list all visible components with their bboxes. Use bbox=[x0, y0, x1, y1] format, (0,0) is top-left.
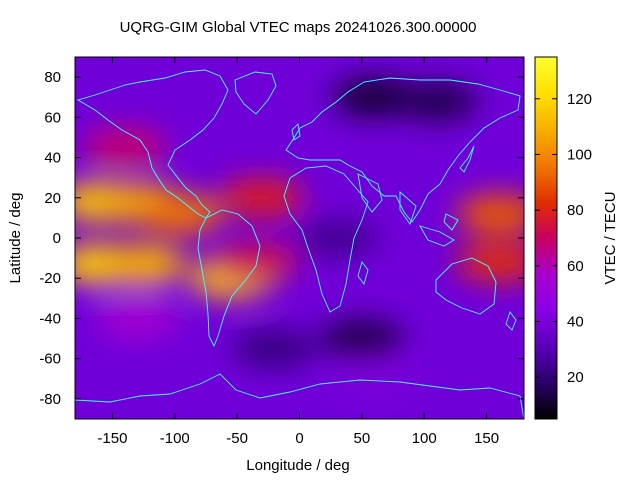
y-tick-label: -80 bbox=[39, 391, 61, 408]
colorbar-tick-label: 60 bbox=[567, 258, 584, 275]
chart-title: UQRG-GIM Global VTEC maps 20241026.300.0… bbox=[120, 19, 477, 36]
vtec-features bbox=[75, 77, 524, 399]
colorbar-ticks: 20 40 60 80 100 120 bbox=[535, 91, 592, 386]
colorbar-tick-label: 100 bbox=[567, 146, 592, 163]
colorbar bbox=[534, 56, 558, 420]
y-tick-label: 40 bbox=[44, 150, 61, 167]
x-tick-label: 0 bbox=[295, 430, 303, 447]
vtec-feature-west-pacific-crest bbox=[457, 193, 524, 234]
vtec-feature-southeast-pacific-high bbox=[95, 298, 180, 339]
y-tick-label: 80 bbox=[44, 69, 61, 86]
x-tick-label: -100 bbox=[160, 430, 190, 447]
y-tick-label: 0 bbox=[53, 230, 61, 247]
colorbar-tick-label: 40 bbox=[567, 314, 584, 331]
y-tick-label: 60 bbox=[44, 109, 61, 126]
vtec-feature-east-pacific-band bbox=[139, 193, 224, 234]
y-tick-label: 20 bbox=[44, 190, 61, 207]
x-tick-label: -150 bbox=[97, 430, 127, 447]
vtec-feature-central-pacific-south bbox=[101, 244, 186, 285]
heatmap-area bbox=[75, 57, 524, 419]
colorbar-tick-label: 80 bbox=[567, 202, 584, 219]
vtec-feature-indian-ocean-south bbox=[319, 318, 404, 359]
y-axis-label: Latitude / deg bbox=[7, 193, 24, 284]
vtec-feature-atlantic-north-band bbox=[220, 177, 305, 218]
colorbar-tick-label: 120 bbox=[567, 91, 592, 108]
y-tick-label: -60 bbox=[39, 351, 61, 368]
colorbar-tick-label: 20 bbox=[567, 369, 584, 386]
y-tick-label: -20 bbox=[39, 270, 61, 287]
y-axis-ticks: -80 -60 -40 -20 0 20 40 60 80 bbox=[39, 69, 524, 408]
x-tick-label: 100 bbox=[412, 430, 437, 447]
x-tick-label: 150 bbox=[474, 430, 499, 447]
x-axis-label: Longitude / deg bbox=[246, 457, 349, 474]
vtec-feature-antarctic-band bbox=[332, 358, 417, 399]
vtec-feature-north-pacific-mid bbox=[82, 127, 167, 168]
vtec-feature-africa-night bbox=[294, 218, 379, 258]
vtec-feature-east-siberia-low bbox=[394, 81, 479, 122]
colorbar-label: VTEC / TECU bbox=[602, 191, 619, 284]
vtec-feature-west-pacific-south bbox=[457, 242, 524, 283]
x-tick-label: -50 bbox=[226, 430, 248, 447]
vtec-feature-south-atlantic-dip bbox=[232, 328, 317, 369]
y-tick-label: -40 bbox=[39, 310, 61, 327]
vtec-feature-central-asia-low bbox=[332, 77, 417, 118]
vtec-feature-atlantic-south-band bbox=[213, 242, 298, 283]
x-tick-label: 50 bbox=[354, 430, 371, 447]
coastlines bbox=[75, 69, 524, 419]
x-axis-ticks: -150 -100 -50 0 50 100 150 bbox=[97, 57, 499, 447]
